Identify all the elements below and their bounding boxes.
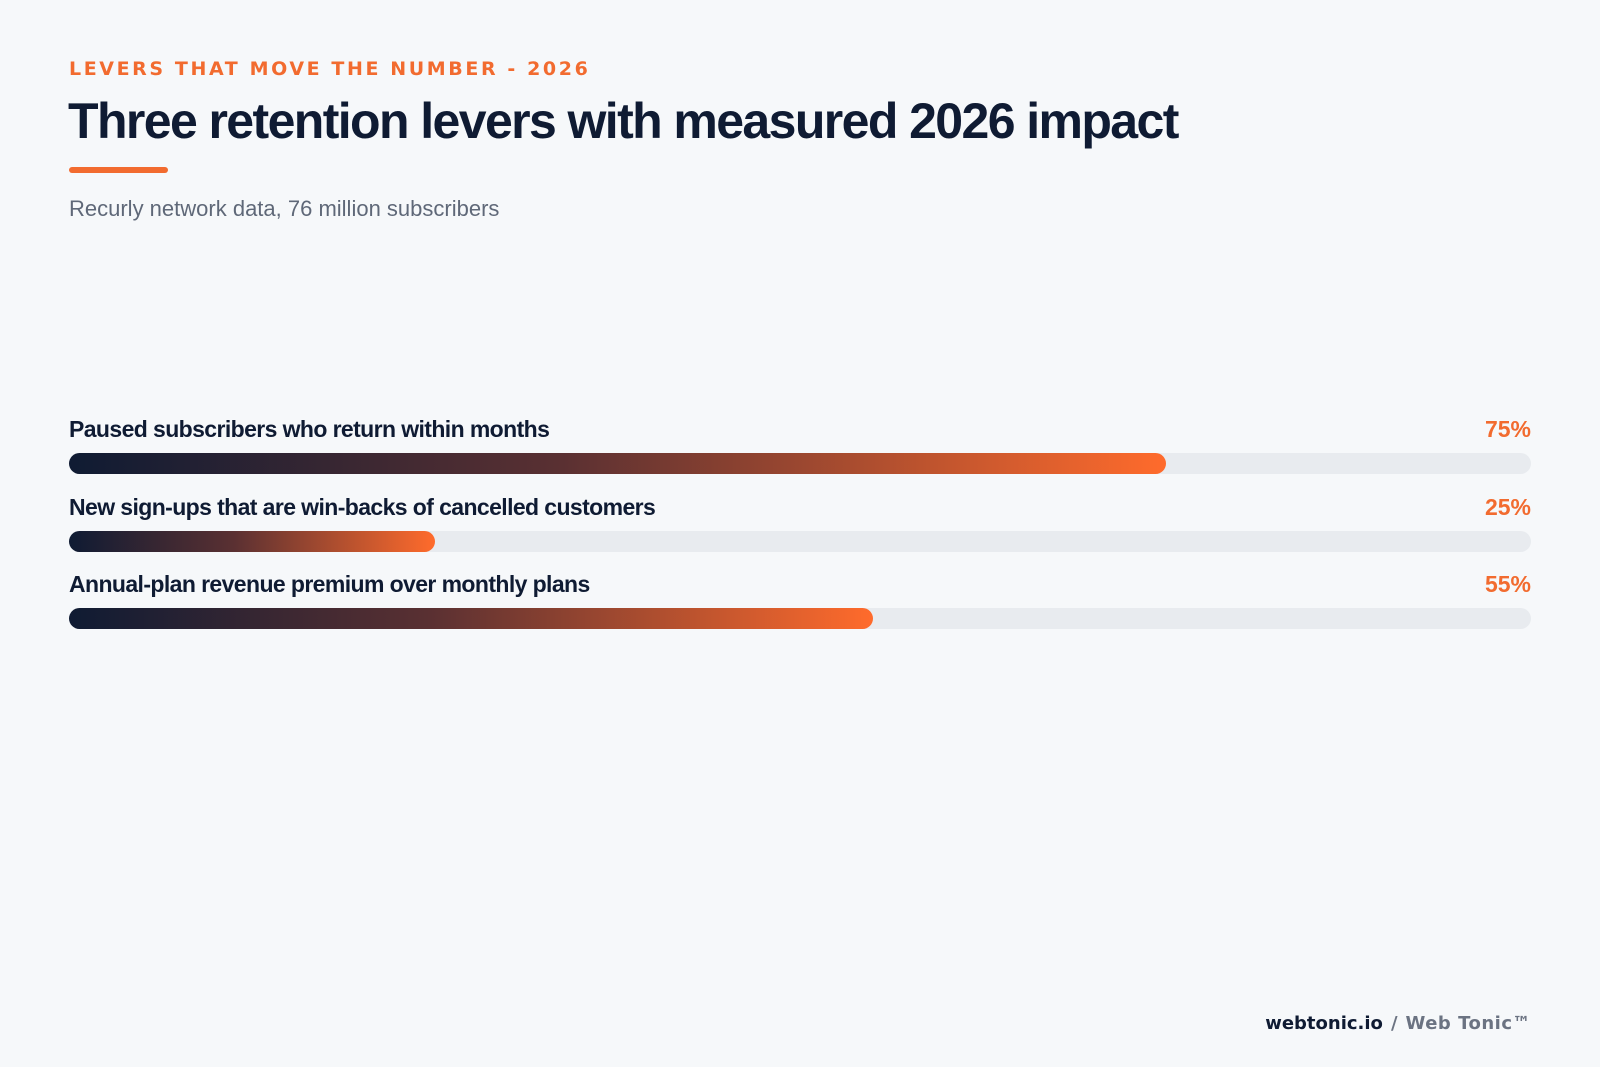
bar-value-label: 25% [1484, 493, 1531, 520]
bar-fill [69, 530, 435, 552]
bar-chart: Paused subscribers who return within mon… [69, 414, 1531, 647]
chart-title: Three retention levers with measured 202… [68, 93, 1179, 149]
bar-fill [69, 453, 1166, 474]
bar-value-label: 75% [1484, 416, 1531, 442]
bar-track [69, 530, 1531, 552]
bar-value-label: 55% [1484, 571, 1531, 597]
bar-track [69, 453, 1531, 474]
bar-track [69, 608, 1531, 629]
bar-label: Paused subscribers who return within mon… [69, 416, 550, 442]
eyebrow-label: LEVERS THAT MOVE THE NUMBER - 2026 [69, 58, 591, 80]
bar-row: Paused subscribers who return within mon… [69, 414, 1531, 492]
title-underline [69, 167, 168, 173]
footer-brand: Web Tonic™ [1405, 1013, 1531, 1034]
bar-row: New sign-ups that are win-backs of cance… [69, 492, 1531, 570]
bar-label: New sign-ups that are win-backs of cance… [69, 493, 656, 520]
bar-fill [69, 608, 874, 629]
bar-row: Annual-plan revenue premium over monthly… [69, 569, 1531, 647]
footer-credit: webtonic.io / Web Tonic™ [1265, 1013, 1531, 1034]
footer-domain: webtonic.io [1265, 1013, 1383, 1034]
chart-subtitle: Recurly network data, 76 million subscri… [69, 196, 500, 221]
bar-label: Annual-plan revenue premium over monthly… [69, 571, 590, 597]
footer-separator: / [1390, 1013, 1398, 1034]
